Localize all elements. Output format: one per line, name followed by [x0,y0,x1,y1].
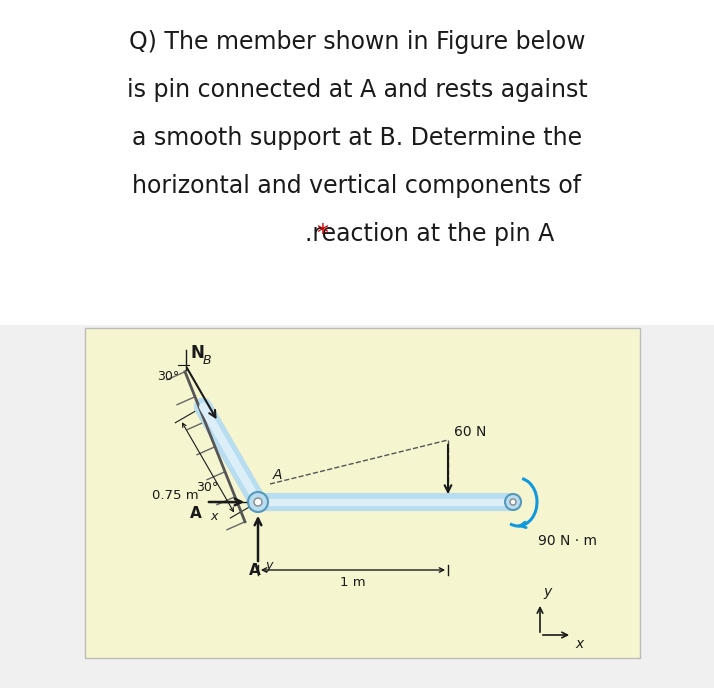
Text: Q) The member shown in Figure below: Q) The member shown in Figure below [129,30,585,54]
Text: $\mathbf{N}$: $\mathbf{N}$ [191,345,205,363]
Text: $\mathit{B}$: $\mathit{B}$ [201,354,211,367]
Text: 1 m: 1 m [340,576,366,589]
Text: a smooth support at B. Determine the: a smooth support at B. Determine the [132,126,582,150]
Circle shape [505,494,521,510]
Circle shape [254,498,262,506]
Text: $x$: $x$ [575,637,585,651]
Text: $\mathit{y}$: $\mathit{y}$ [265,560,275,574]
Text: $\mathit{x}$: $\mathit{x}$ [210,510,220,523]
Text: 30°: 30° [196,481,218,494]
Text: .reaction at the pin A: .reaction at the pin A [306,222,555,246]
Text: $\mathbf{A}$: $\mathbf{A}$ [248,562,262,578]
Text: 90 N · m: 90 N · m [538,534,597,548]
Text: 0.75 m: 0.75 m [152,489,198,502]
Text: 30°: 30° [158,370,180,383]
Text: *: * [316,222,328,246]
Bar [85,328,640,658]
Circle shape [510,499,516,505]
Text: is pin connected at A and rests against: is pin connected at A and rests against [126,78,588,102]
Text: horizontal and vertical components of: horizontal and vertical components of [132,174,582,198]
Text: $\mathbf{A}$: $\mathbf{A}$ [189,505,203,521]
Text: $\mathit{A}$: $\mathit{A}$ [272,468,283,482]
Circle shape [248,492,268,512]
Text: 60 N: 60 N [454,425,486,439]
Text: $y$: $y$ [543,586,554,601]
Bar [0,0,714,325]
